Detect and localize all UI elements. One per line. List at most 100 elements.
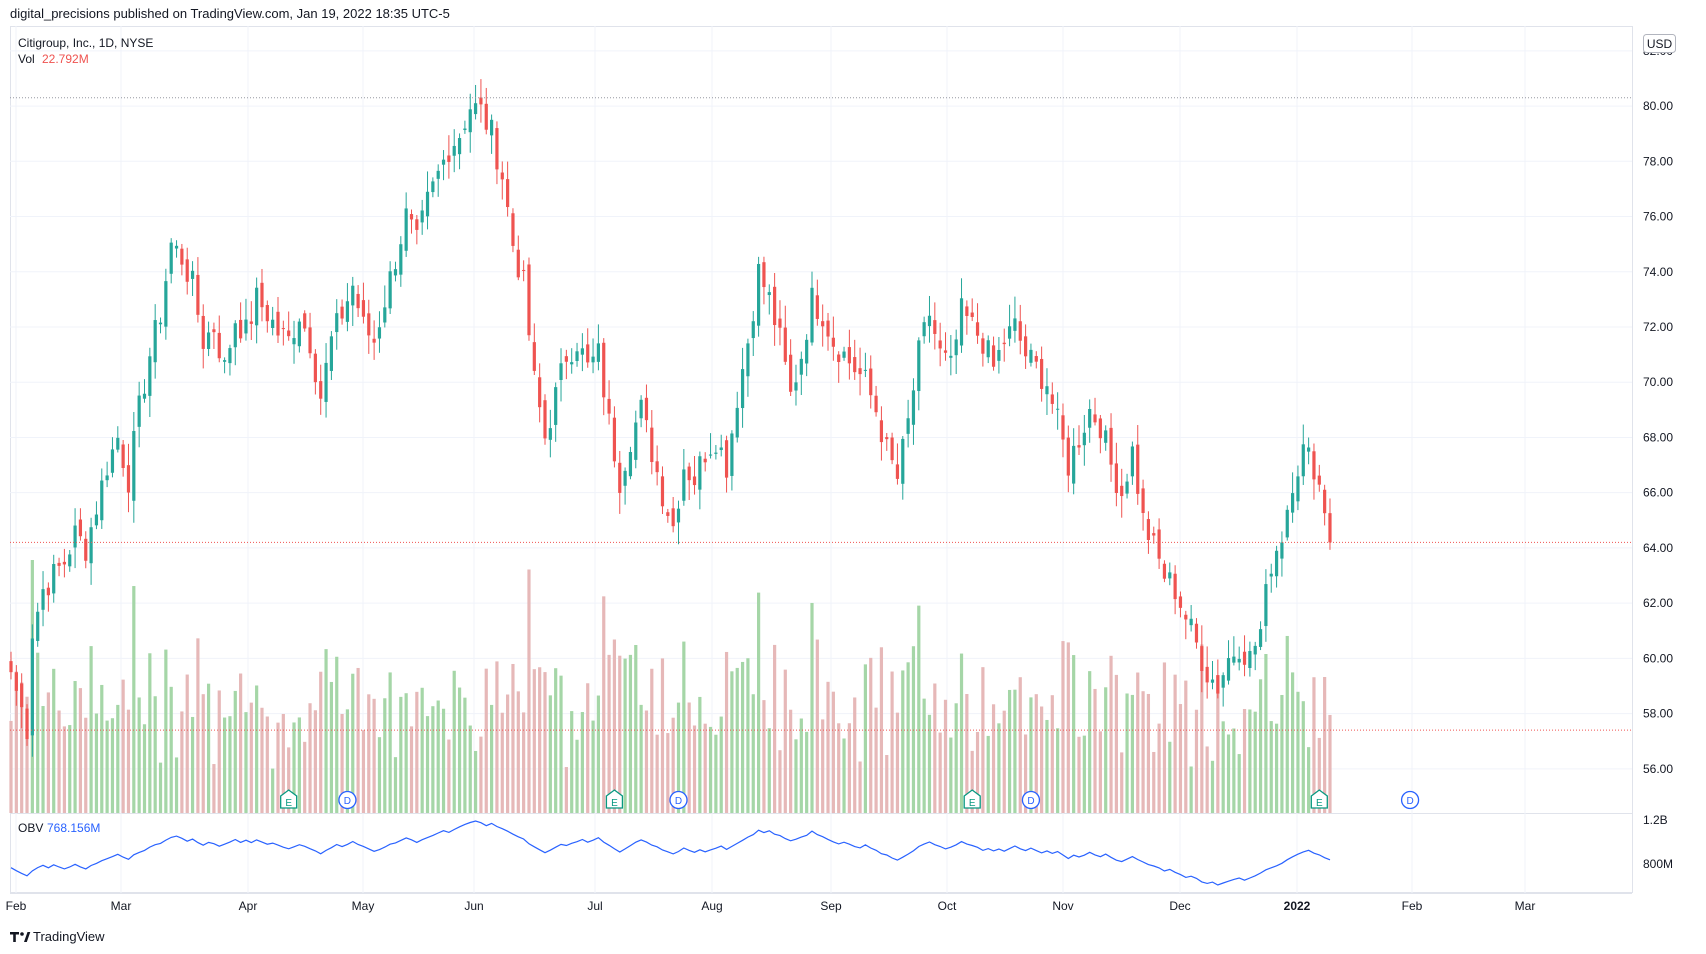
candle-body[interactable] bbox=[708, 454, 713, 456]
candle-body[interactable] bbox=[1296, 476, 1300, 502]
candle-body[interactable] bbox=[228, 348, 232, 364]
candle-body[interactable] bbox=[1221, 675, 1225, 688]
candle-body[interactable] bbox=[415, 219, 419, 230]
price-axis[interactable]: 82.0080.0078.0076.0074.0072.0070.0068.00… bbox=[1643, 44, 1673, 871]
candle-body[interactable] bbox=[970, 312, 974, 317]
candle-body[interactable] bbox=[356, 293, 360, 309]
candle-body[interactable] bbox=[14, 672, 18, 691]
candle-body[interactable] bbox=[740, 369, 745, 409]
candle-body[interactable] bbox=[1088, 408, 1092, 428]
candle-body[interactable] bbox=[1205, 666, 1209, 683]
candle-body[interactable] bbox=[217, 332, 221, 359]
candle-body[interactable] bbox=[901, 438, 905, 484]
candle-body[interactable] bbox=[52, 564, 56, 594]
candle-body[interactable] bbox=[714, 452, 718, 454]
candle-body[interactable] bbox=[586, 344, 590, 363]
candle-body[interactable] bbox=[730, 433, 734, 476]
candle-body[interactable] bbox=[874, 395, 878, 413]
candle-body[interactable] bbox=[473, 103, 478, 115]
candle-body[interactable] bbox=[596, 343, 600, 362]
candle-body[interactable] bbox=[869, 368, 873, 396]
candle-body[interactable] bbox=[233, 323, 237, 348]
candle-body[interactable] bbox=[447, 155, 451, 162]
candle-body[interactable] bbox=[591, 356, 595, 363]
candle-body[interactable] bbox=[692, 476, 697, 486]
candle-body[interactable] bbox=[137, 395, 141, 427]
candle-body[interactable] bbox=[174, 245, 179, 249]
candle-body[interactable] bbox=[1045, 386, 1049, 395]
candle-body[interactable] bbox=[607, 398, 611, 414]
candle-body[interactable] bbox=[612, 417, 617, 462]
candle-body[interactable] bbox=[484, 103, 488, 130]
candle-body[interactable] bbox=[276, 311, 280, 336]
candle-body[interactable] bbox=[965, 306, 969, 316]
candle-body[interactable] bbox=[575, 351, 579, 361]
candle-body[interactable] bbox=[287, 330, 291, 337]
candle-body[interactable] bbox=[255, 287, 259, 326]
candle-body[interactable] bbox=[126, 465, 131, 493]
candle-body[interactable] bbox=[724, 440, 729, 478]
candle-body[interactable] bbox=[121, 444, 125, 468]
candle-body[interactable] bbox=[650, 427, 654, 463]
candle-body[interactable] bbox=[388, 271, 392, 309]
candle-body[interactable] bbox=[1291, 493, 1295, 513]
dividend-marker[interactable]: D bbox=[338, 790, 357, 810]
candle-body[interactable] bbox=[1232, 656, 1236, 663]
candle-body[interactable] bbox=[805, 339, 809, 364]
candle-body[interactable] bbox=[794, 382, 798, 391]
candle-body[interactable] bbox=[543, 400, 547, 439]
candle-body[interactable] bbox=[452, 145, 456, 156]
candle-body[interactable] bbox=[281, 328, 285, 330]
candle-body[interactable] bbox=[506, 179, 510, 208]
candle-body[interactable] bbox=[1072, 445, 1076, 484]
candle-body[interactable] bbox=[532, 342, 536, 371]
candle-body[interactable] bbox=[158, 322, 163, 325]
candle-body[interactable] bbox=[949, 355, 953, 358]
candle-body[interactable] bbox=[837, 354, 841, 362]
candle-body[interactable] bbox=[468, 109, 472, 133]
candle-body[interactable] bbox=[1157, 529, 1161, 559]
price-candles[interactable] bbox=[9, 79, 1332, 757]
time-axis[interactable]: Feb Mar Apr May Jun Jul Aug Sep Oct Nov Dec 2022 Feb… bbox=[6, 899, 1536, 913]
candle-body[interactable] bbox=[297, 321, 301, 347]
candle-body[interactable] bbox=[1323, 489, 1327, 514]
candle-body[interactable] bbox=[1002, 342, 1006, 345]
candle-body[interactable] bbox=[853, 357, 857, 373]
candle-body[interactable] bbox=[1168, 572, 1172, 579]
candle-body[interactable] bbox=[57, 562, 61, 566]
candle-body[interactable] bbox=[500, 172, 504, 180]
candle-body[interactable] bbox=[1040, 358, 1044, 389]
candle-body[interactable] bbox=[1082, 432, 1086, 446]
candle-body[interactable] bbox=[30, 638, 34, 736]
candle-body[interactable] bbox=[559, 363, 563, 380]
candle-body[interactable] bbox=[1242, 651, 1247, 665]
candle-body[interactable] bbox=[313, 353, 317, 383]
candle-body[interactable] bbox=[260, 282, 264, 308]
candle-body[interactable] bbox=[105, 475, 109, 481]
candle-body[interactable] bbox=[20, 683, 24, 708]
candle-body[interactable] bbox=[1200, 646, 1204, 671]
candle-body[interactable] bbox=[554, 387, 558, 425]
candle-body[interactable] bbox=[190, 270, 195, 279]
candle-body[interactable] bbox=[799, 358, 803, 375]
candle-body[interactable] bbox=[1024, 336, 1028, 357]
candle-body[interactable] bbox=[463, 128, 467, 131]
candle-body[interactable] bbox=[879, 420, 884, 443]
candle-body[interactable] bbox=[436, 170, 440, 179]
candle-body[interactable] bbox=[372, 338, 376, 343]
candle-body[interactable] bbox=[1269, 573, 1273, 577]
candle-body[interactable] bbox=[671, 508, 675, 527]
candle-body[interactable] bbox=[778, 318, 782, 328]
candle-body[interactable] bbox=[1162, 563, 1167, 579]
candle-body[interactable] bbox=[1013, 318, 1017, 331]
candle-body[interactable] bbox=[1248, 651, 1252, 669]
candle-body[interactable] bbox=[1130, 446, 1134, 477]
candle-body[interactable] bbox=[917, 340, 921, 392]
symbol-title[interactable]: Citigroup, Inc., 1D, NYSE bbox=[18, 36, 153, 50]
candle-body[interactable] bbox=[73, 525, 77, 548]
candle-body[interactable] bbox=[180, 248, 184, 265]
candle-body[interactable] bbox=[153, 320, 157, 363]
candle-body[interactable] bbox=[986, 340, 990, 358]
candle-body[interactable] bbox=[223, 360, 227, 362]
